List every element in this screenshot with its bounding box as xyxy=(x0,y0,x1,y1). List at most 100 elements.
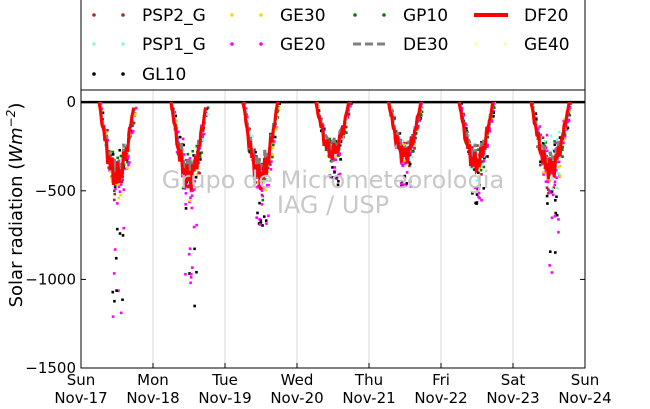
data-point xyxy=(175,120,179,124)
data-point xyxy=(339,158,342,161)
series-DF20-line xyxy=(529,101,571,180)
data-point xyxy=(114,187,117,191)
y-axis-label-unit: Wm xyxy=(6,127,27,162)
data-point xyxy=(551,187,554,191)
spike-point xyxy=(405,182,409,185)
data-point xyxy=(132,121,136,125)
y-tick-label: −500 xyxy=(35,182,76,200)
data-point xyxy=(198,171,201,175)
data-point xyxy=(418,119,422,122)
data-point xyxy=(563,117,566,121)
legend-label: GE40 xyxy=(524,35,570,55)
data-point xyxy=(338,152,342,156)
data-point xyxy=(278,102,281,105)
spike-point xyxy=(192,225,196,229)
legend-marker xyxy=(230,13,234,17)
data-point xyxy=(181,174,184,178)
data-point xyxy=(331,166,334,169)
data-point xyxy=(490,120,494,123)
legend-item-de30: DE30 xyxy=(353,35,448,55)
data-point xyxy=(345,125,348,129)
x-tick-label-day: Wed xyxy=(281,371,314,389)
data-point xyxy=(543,139,547,143)
data-point xyxy=(546,188,550,191)
data-point xyxy=(541,141,545,145)
data-point xyxy=(411,134,414,137)
data-point xyxy=(394,129,398,133)
data-point xyxy=(482,165,486,169)
data-point xyxy=(192,154,195,157)
data-point xyxy=(273,135,277,139)
plot-background xyxy=(81,88,585,368)
data-point xyxy=(173,110,177,114)
data-point xyxy=(116,156,120,160)
data-point xyxy=(553,140,556,143)
data-point xyxy=(561,145,565,149)
data-point xyxy=(134,106,138,110)
spike-point xyxy=(336,183,340,187)
spike-point xyxy=(404,183,408,187)
data-point xyxy=(117,185,121,189)
spike-point xyxy=(114,256,118,260)
data-point xyxy=(563,135,567,139)
series-DF20-line xyxy=(314,101,351,161)
data-point xyxy=(538,163,542,167)
spike-point xyxy=(334,175,338,179)
data-point xyxy=(255,181,259,184)
spike-point xyxy=(474,201,477,205)
data-point xyxy=(409,151,412,155)
day-series-2 xyxy=(241,101,281,227)
watermark-line2: IAG / USP xyxy=(277,191,389,219)
data-point xyxy=(273,140,276,143)
data-point xyxy=(116,182,120,186)
spike-point xyxy=(187,252,191,256)
data-point xyxy=(339,141,343,145)
spike-point xyxy=(119,311,123,315)
spike-point xyxy=(400,179,404,183)
data-point xyxy=(174,114,177,118)
spike-point xyxy=(473,186,477,190)
data-point xyxy=(395,145,398,148)
data-point xyxy=(420,110,424,114)
data-point xyxy=(550,177,554,180)
data-point xyxy=(248,150,252,154)
data-point xyxy=(472,164,476,168)
spike-point xyxy=(476,189,480,192)
plot-area xyxy=(81,88,585,368)
x-tick-label-day: Tue xyxy=(211,371,238,389)
data-point xyxy=(482,155,486,158)
data-point xyxy=(411,150,415,153)
spike-point xyxy=(477,191,481,195)
data-point xyxy=(271,141,275,145)
data-point xyxy=(551,148,555,152)
data-point xyxy=(563,137,567,141)
data-point xyxy=(546,178,549,182)
data-point xyxy=(184,192,188,195)
data-point xyxy=(477,171,480,175)
data-point xyxy=(481,163,485,166)
data-point xyxy=(339,140,343,143)
data-point xyxy=(566,126,570,130)
data-point xyxy=(345,122,349,125)
data-point xyxy=(413,142,417,146)
data-point xyxy=(552,186,556,189)
data-point xyxy=(417,124,420,128)
spike-point xyxy=(116,227,119,231)
data-point xyxy=(545,186,549,190)
legend-marker xyxy=(121,72,125,76)
data-point xyxy=(269,168,273,171)
data-point xyxy=(556,172,560,175)
data-point xyxy=(463,122,467,125)
data-point xyxy=(563,133,567,136)
legend-marker xyxy=(259,42,263,46)
data-point xyxy=(261,194,264,198)
spike-point xyxy=(193,247,196,251)
data-point xyxy=(330,141,333,145)
data-point xyxy=(548,179,552,182)
spike-point xyxy=(195,270,198,274)
data-point xyxy=(181,186,185,190)
data-point xyxy=(100,107,104,111)
data-point xyxy=(553,143,557,146)
spike-point xyxy=(256,211,259,215)
data-point xyxy=(536,124,539,128)
